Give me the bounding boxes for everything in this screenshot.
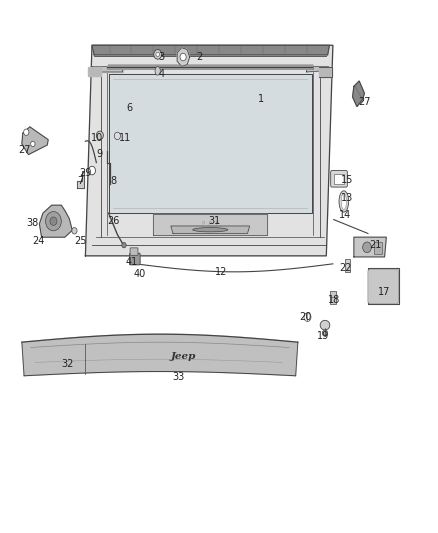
Text: 31: 31: [208, 216, 221, 225]
Circle shape: [304, 313, 311, 321]
Text: 20: 20: [300, 312, 312, 322]
Text: 8: 8: [110, 176, 116, 186]
Text: 12: 12: [215, 267, 227, 277]
Text: 40: 40: [133, 270, 145, 279]
Ellipse shape: [193, 228, 228, 232]
Polygon shape: [319, 67, 332, 77]
Bar: [374, 242, 382, 254]
Text: 24: 24: [32, 236, 45, 246]
Polygon shape: [22, 334, 298, 376]
Ellipse shape: [339, 191, 349, 212]
Text: 26: 26: [107, 216, 119, 226]
Text: 6: 6: [126, 103, 132, 112]
Ellipse shape: [320, 320, 330, 330]
Circle shape: [180, 53, 186, 61]
Text: 17: 17: [378, 287, 391, 297]
Circle shape: [31, 141, 35, 147]
Circle shape: [88, 166, 95, 175]
Polygon shape: [107, 65, 313, 69]
Circle shape: [72, 228, 77, 234]
Polygon shape: [109, 74, 312, 213]
Polygon shape: [354, 237, 386, 257]
Polygon shape: [353, 81, 364, 107]
Polygon shape: [177, 47, 190, 67]
Polygon shape: [92, 45, 329, 55]
Text: 3: 3: [158, 52, 164, 62]
Polygon shape: [85, 45, 333, 256]
Bar: [334, 174, 344, 184]
FancyBboxPatch shape: [130, 248, 138, 255]
Text: 1: 1: [258, 94, 264, 103]
Text: 18: 18: [328, 295, 340, 304]
Text: 7: 7: [77, 176, 83, 186]
Circle shape: [363, 242, 371, 253]
Text: 4: 4: [158, 69, 164, 78]
Polygon shape: [92, 67, 123, 72]
Polygon shape: [153, 214, 267, 235]
Circle shape: [154, 50, 162, 59]
Text: 14: 14: [339, 211, 351, 220]
Text: 10: 10: [91, 133, 103, 142]
Circle shape: [122, 243, 126, 248]
Circle shape: [50, 217, 57, 225]
Circle shape: [96, 131, 103, 140]
Text: 2: 2: [196, 52, 202, 62]
Circle shape: [24, 129, 29, 135]
Text: 21: 21: [370, 240, 382, 250]
Polygon shape: [88, 67, 101, 76]
Polygon shape: [368, 268, 399, 304]
Text: Jeep: Jeep: [170, 352, 196, 360]
Text: 27: 27: [358, 98, 371, 107]
Polygon shape: [22, 127, 48, 155]
Text: 38: 38: [27, 218, 39, 228]
Circle shape: [156, 52, 159, 56]
Text: 41: 41: [125, 257, 138, 267]
Polygon shape: [171, 226, 250, 233]
Text: 25: 25: [74, 236, 86, 246]
Text: 29: 29: [79, 168, 92, 178]
Bar: [330, 291, 336, 304]
Ellipse shape: [155, 67, 160, 75]
Polygon shape: [77, 171, 84, 188]
Polygon shape: [307, 67, 331, 72]
Text: 19: 19: [317, 331, 329, 341]
FancyBboxPatch shape: [331, 171, 347, 187]
Text: 9: 9: [97, 149, 103, 158]
FancyBboxPatch shape: [130, 253, 140, 265]
Circle shape: [46, 212, 61, 231]
Circle shape: [114, 132, 120, 140]
Ellipse shape: [341, 193, 346, 209]
Text: 15: 15: [341, 175, 353, 185]
Text: 27: 27: [18, 146, 30, 155]
Polygon shape: [39, 205, 72, 237]
Text: 33: 33: [173, 373, 185, 382]
Text: 13: 13: [341, 193, 353, 203]
Text: 22: 22: [339, 263, 351, 272]
Bar: [345, 259, 350, 272]
Ellipse shape: [322, 330, 328, 336]
Text: 11: 11: [119, 133, 131, 142]
FancyBboxPatch shape: [368, 269, 399, 304]
Text: P  P  P: P P P: [202, 221, 219, 227]
Text: 32: 32: [62, 359, 74, 368]
